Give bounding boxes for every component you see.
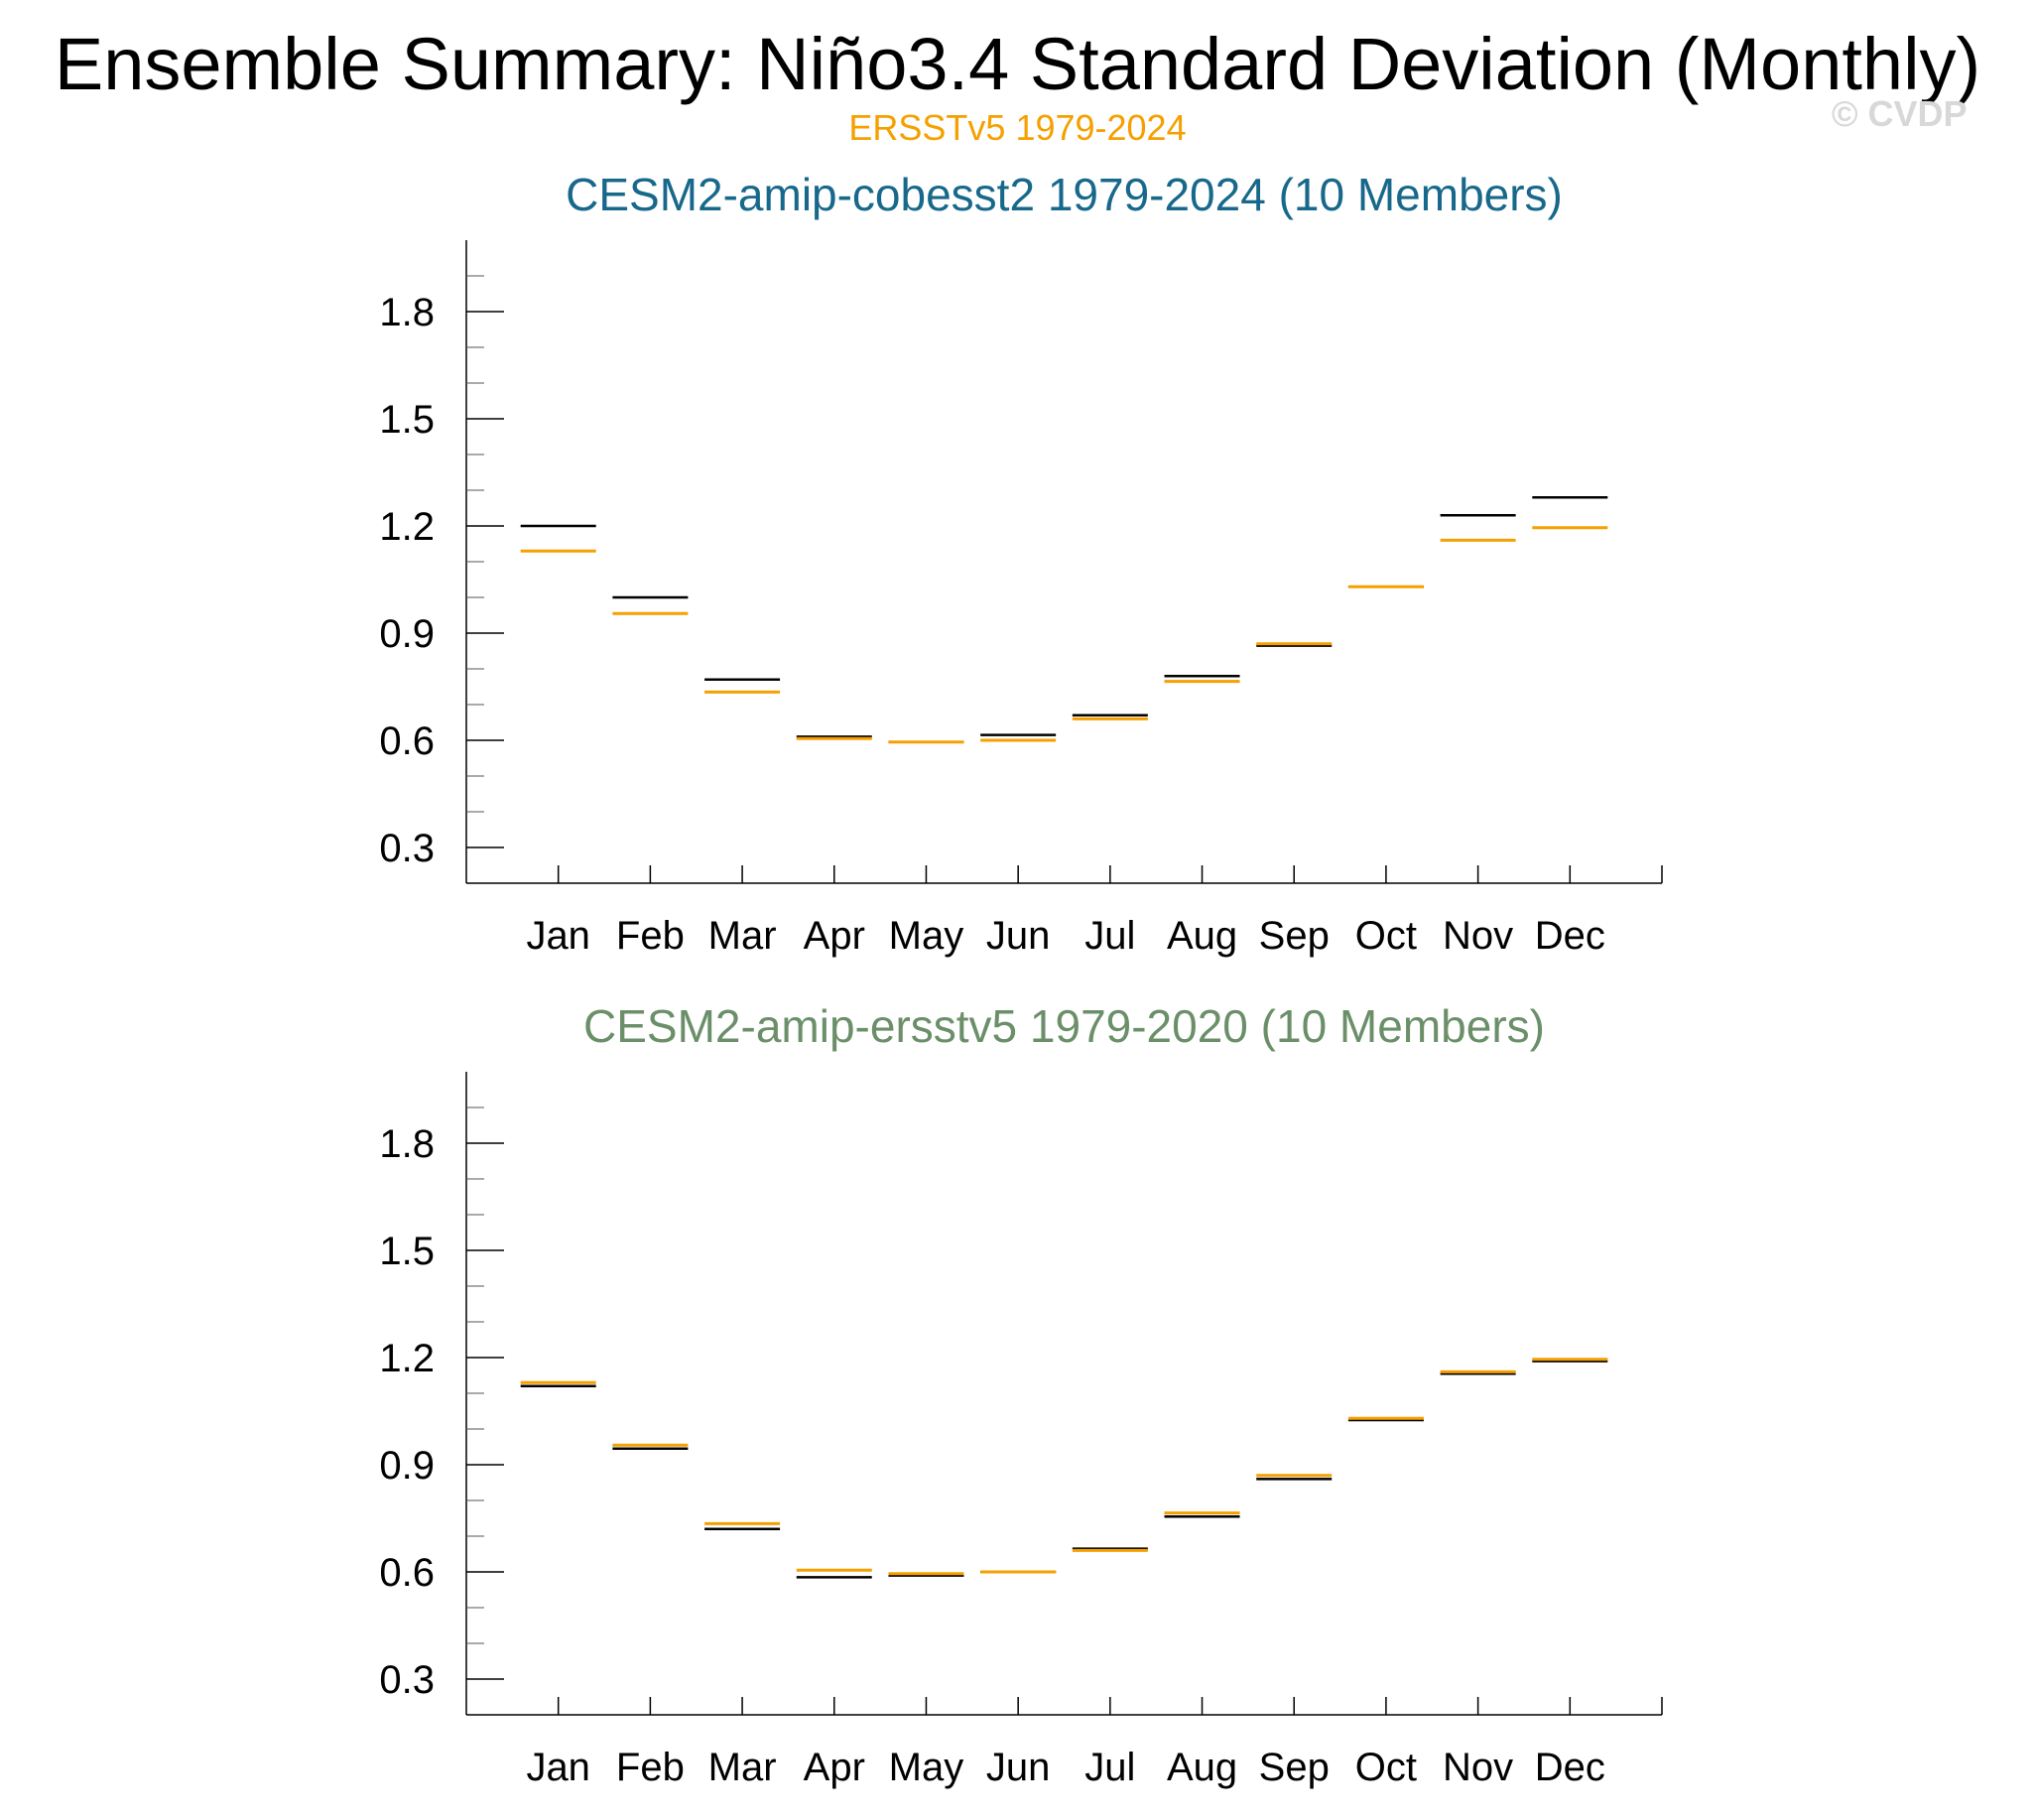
x-tick-label: Mar <box>708 914 777 958</box>
y-tick-label: 1.5 <box>379 1230 435 1273</box>
watermark: © CVDP <box>1832 93 1968 134</box>
x-tick-label: Jun <box>986 1746 1051 1789</box>
x-tick-label: Oct <box>1355 1746 1417 1789</box>
y-tick-label: 1.8 <box>379 291 435 334</box>
y-tick-label: 0.3 <box>379 827 435 870</box>
y-tick-label: 1.5 <box>379 398 435 442</box>
x-tick-label: May <box>889 914 964 958</box>
x-tick-label: Aug <box>1167 914 1237 958</box>
x-tick-label: Jul <box>1084 914 1135 958</box>
x-tick-label: Feb <box>616 914 685 958</box>
y-tick-label: 1.2 <box>379 505 435 549</box>
panel-title: CESM2-amip-ersstv5 1979-2020 (10 Members… <box>583 1000 1545 1052</box>
panel-title: CESM2-amip-cobesst2 1979-2024 (10 Member… <box>566 169 1563 220</box>
x-tick-label: Dec <box>1535 1746 1605 1789</box>
y-tick-label: 0.3 <box>379 1658 435 1702</box>
x-tick-label: Nov <box>1443 914 1513 958</box>
panel-ersstv5: CESM2-amip-ersstv5 1979-2020 (10 Members… <box>379 1000 1663 1789</box>
x-tick-label: Apr <box>804 1746 865 1789</box>
x-tick-label: Jan <box>526 914 590 958</box>
x-tick-label: Jul <box>1084 1746 1135 1789</box>
y-tick-label: 1.2 <box>379 1337 435 1380</box>
x-tick-label: Nov <box>1443 1746 1513 1789</box>
x-tick-label: Apr <box>804 914 865 958</box>
y-tick-label: 0.9 <box>379 612 435 656</box>
y-tick-label: 1.8 <box>379 1122 435 1166</box>
y-tick-label: 0.6 <box>379 719 435 763</box>
x-tick-label: Sep <box>1259 914 1330 958</box>
figure-subtitle: ERSSTv5 1979-2024 <box>848 107 1187 148</box>
x-tick-label: May <box>889 1746 964 1789</box>
y-tick-label: 0.6 <box>379 1551 435 1595</box>
x-tick-label: Mar <box>708 1746 777 1789</box>
x-tick-label: Oct <box>1355 914 1417 958</box>
x-tick-label: Dec <box>1535 914 1605 958</box>
y-tick-label: 0.9 <box>379 1444 435 1488</box>
x-tick-label: Jun <box>986 914 1051 958</box>
x-tick-label: Aug <box>1167 1746 1237 1789</box>
x-tick-label: Jan <box>526 1746 590 1789</box>
x-tick-label: Feb <box>616 1746 685 1789</box>
x-tick-label: Sep <box>1259 1746 1330 1789</box>
panel-cobesst2: CESM2-amip-cobesst2 1979-2024 (10 Member… <box>379 169 1663 958</box>
figure-title: Ensemble Summary: Niño3.4 Standard Devia… <box>54 23 1981 105</box>
